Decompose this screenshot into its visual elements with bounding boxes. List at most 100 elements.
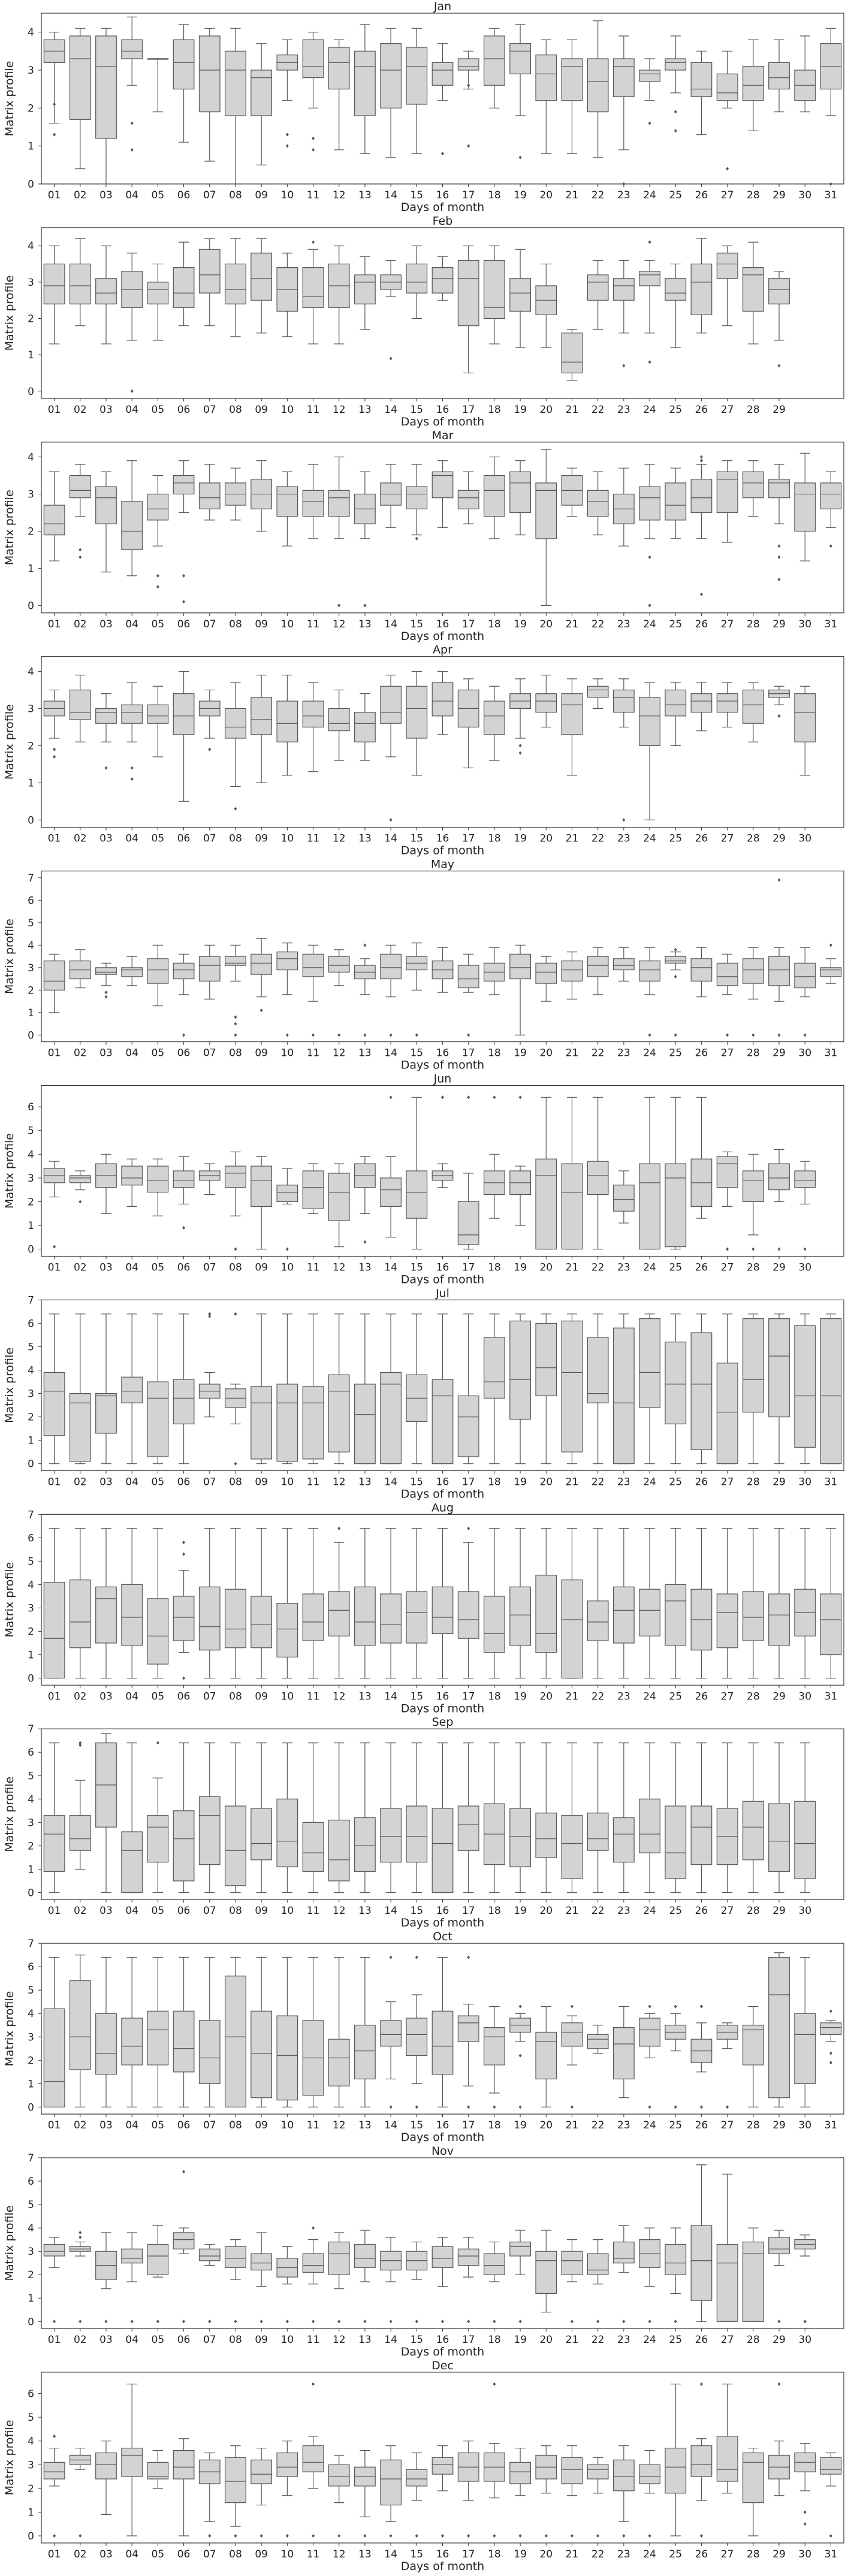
box-iqr xyxy=(121,501,143,551)
box-02 xyxy=(69,1955,91,2107)
box-09 xyxy=(251,938,273,1013)
box-06 xyxy=(173,460,195,604)
x-tick-label: 24 xyxy=(643,1905,656,1917)
box-06 xyxy=(173,671,195,802)
outlier-point xyxy=(674,2320,677,2324)
box-14 xyxy=(380,1743,402,1894)
box-12 xyxy=(328,1743,350,1894)
box-12 xyxy=(328,1163,350,1248)
outlier-point xyxy=(337,2320,341,2324)
x-tick-label: 03 xyxy=(99,189,113,201)
outlier-point xyxy=(53,747,56,751)
box-iqr xyxy=(484,35,505,86)
x-tick-label: 13 xyxy=(358,2119,372,2131)
box-iqr xyxy=(276,700,298,742)
outlier-point xyxy=(493,1095,496,1100)
box-14 xyxy=(380,464,402,528)
box-20 xyxy=(535,1313,557,1464)
box-17 xyxy=(457,2237,479,2324)
box-iqr xyxy=(612,278,635,301)
outlier-point xyxy=(79,2534,82,2538)
outlier-point xyxy=(337,603,341,608)
box-26 xyxy=(690,2164,713,2322)
x-tick-label: 20 xyxy=(539,1047,553,1059)
box-03 xyxy=(95,471,117,573)
box-13 xyxy=(354,471,376,608)
box-iqr xyxy=(587,274,609,301)
box-30 xyxy=(794,685,816,776)
y-tick-label: 3 xyxy=(28,65,34,77)
outlier-point xyxy=(182,600,186,604)
box-iqr xyxy=(43,505,65,536)
box-02 xyxy=(69,238,91,327)
x-tick-label: 26 xyxy=(695,1690,708,1702)
box-31 xyxy=(820,2452,842,2538)
box-iqr xyxy=(173,1379,195,1424)
outlier-point xyxy=(182,2320,186,2324)
box-08 xyxy=(225,1312,246,1466)
box-iqr xyxy=(225,263,246,304)
y-tick-label: 1 xyxy=(28,1220,34,1232)
x-tick-label: 10 xyxy=(281,2548,294,2560)
box-18 xyxy=(484,2006,505,2109)
x-tick-label: 03 xyxy=(99,833,113,845)
outlier-point xyxy=(312,1033,315,1037)
x-tick-label: 08 xyxy=(229,1690,242,1702)
outlier-point xyxy=(104,766,108,770)
box-iqr xyxy=(198,482,221,509)
box-01 xyxy=(43,2237,65,2324)
x-tick-label: 09 xyxy=(255,1262,268,1274)
box-17 xyxy=(457,678,479,769)
box-iqr xyxy=(612,2027,635,2080)
box-iqr xyxy=(639,1798,660,1853)
box-iqr xyxy=(639,697,660,746)
box-iqr xyxy=(484,2253,505,2275)
x-tick-label: 04 xyxy=(125,2334,138,2346)
box-iqr xyxy=(406,263,428,294)
box-iqr xyxy=(95,278,117,304)
box-iqr xyxy=(457,2248,479,2266)
box-iqr xyxy=(380,685,402,724)
box-iqr xyxy=(587,1600,609,1641)
x-tick-label: 05 xyxy=(152,189,165,201)
outlier-point xyxy=(79,548,82,552)
outlier-point xyxy=(648,121,651,125)
outlier-point xyxy=(156,1741,159,1745)
outlier-point xyxy=(829,2009,832,2013)
box-iqr xyxy=(820,2457,842,2475)
box-01 xyxy=(43,953,65,1013)
box-15 xyxy=(406,2241,428,2324)
outlier-point xyxy=(234,1015,237,1019)
box-iqr xyxy=(639,1163,660,1250)
outlier-point xyxy=(648,2534,651,2538)
outlier-point xyxy=(156,585,159,589)
box-iqr xyxy=(95,2452,117,2480)
y-axis-label: Matrix profile xyxy=(3,1991,16,2067)
box-iqr xyxy=(302,39,324,78)
x-tick-label: 17 xyxy=(462,2119,475,2131)
x-tick-label: 11 xyxy=(307,1262,320,1274)
x-tick-label: 28 xyxy=(747,1047,760,1059)
x-tick-label: 17 xyxy=(462,1690,475,1702)
box-14 xyxy=(380,944,402,1037)
x-tick-label: 12 xyxy=(333,2548,346,2560)
y-tick-label: 1 xyxy=(28,2293,34,2305)
outlier-point xyxy=(674,110,677,114)
y-tick-label: 6 xyxy=(28,2388,34,2400)
x-tick-label: 31 xyxy=(825,2548,838,2560)
x-tick-label: 04 xyxy=(125,2548,138,2560)
box-16 xyxy=(431,1313,454,1464)
box-iqr xyxy=(742,2452,764,2503)
box-iqr xyxy=(457,58,479,71)
x-tick-label: 28 xyxy=(747,2548,760,2560)
box-iqr xyxy=(173,2450,195,2480)
box-iqr xyxy=(716,693,738,713)
chart-title: Apr xyxy=(433,644,452,657)
x-tick-label: 03 xyxy=(99,1476,113,1488)
x-tick-label: 05 xyxy=(152,2548,165,2560)
outlier-point xyxy=(726,1247,729,1251)
box-13 xyxy=(354,2230,376,2324)
box-iqr xyxy=(535,2031,557,2080)
